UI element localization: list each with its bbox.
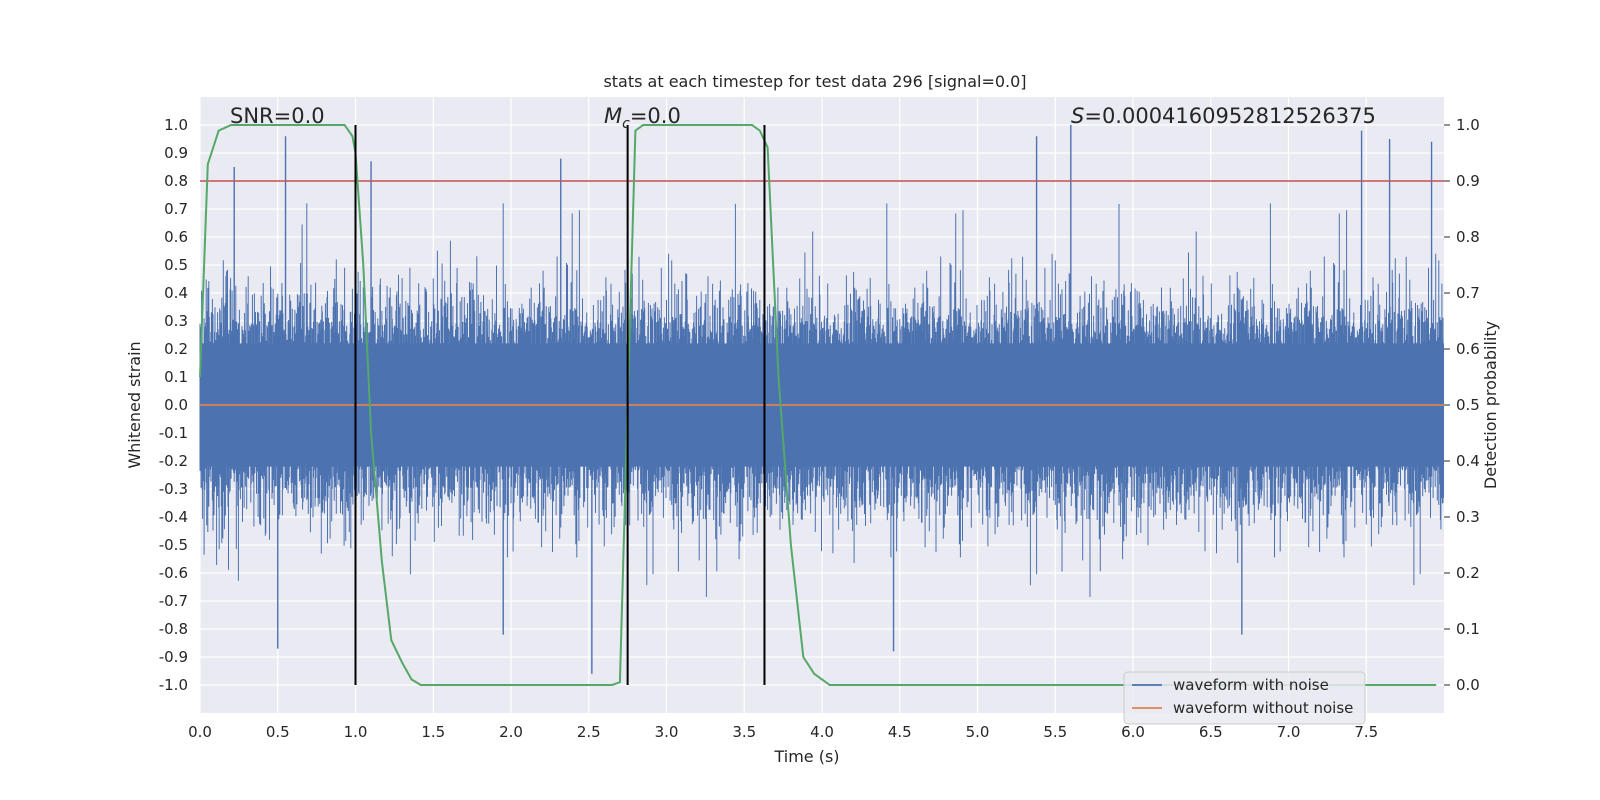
x-tick-label: 5.5: [1043, 723, 1067, 741]
y-left-tick-label: 0.3: [164, 312, 188, 330]
y-right-tick-label: 0.8: [1456, 228, 1480, 246]
y-left-tick-label: -0.1: [159, 424, 188, 442]
x-tick-label: 2.5: [577, 723, 601, 741]
y-left-tick-label: -1.0: [159, 676, 188, 694]
y-right-tick-label: 0.4: [1456, 452, 1480, 470]
y-left-tick-label: -0.8: [159, 620, 188, 638]
y-right-tick-label: 0.5: [1456, 396, 1480, 414]
s-value: =0.00041609528125263​75: [1084, 104, 1376, 128]
chart-title: stats at each timestep for test data 296…: [603, 72, 1026, 91]
x-tick-label: 0.5: [266, 723, 290, 741]
y-right-tick-label: 0.0: [1456, 676, 1480, 694]
x-tick-label: 0.0: [188, 723, 212, 741]
y-left-tick-label: 0.1: [164, 368, 188, 386]
chart-figure: 0.0 0.5 1.0 1.5 2.0 2.5 3.0 3.5 4.0 4.5 5.0 5.5 6.0 6…: [0, 0, 1600, 800]
mc-symbol: M: [604, 104, 622, 128]
x-axis-label: Time (s): [773, 747, 839, 766]
y-left-tick-label: -0.6: [159, 564, 188, 582]
s-symbol: S: [1071, 104, 1084, 128]
y-left-tick-label: 0.6: [164, 228, 188, 246]
y-left-tick-label: 1.0: [164, 116, 188, 134]
x-tick-label: 4.5: [888, 723, 912, 741]
y-left-tick-label: 0.8: [164, 172, 188, 190]
y-left-tick-label: 0.7: [164, 200, 188, 218]
y-left-tick-label: -0.9: [159, 648, 188, 666]
y-left-tick-label: -0.5: [159, 536, 188, 554]
y-right-tick-label: 0.2: [1456, 564, 1480, 582]
y-axis-right-ticks: 1.0 0.9 0.8 0.7 0.6 0.5 0.4 0.3 0.2 0.1 0.0: [1444, 116, 1480, 694]
legend-label-noise: waveform with noise: [1173, 676, 1329, 694]
mc-value: =0.0: [630, 104, 681, 128]
y-left-tick-label: -0.2: [159, 452, 188, 470]
y-right-tick-label: 0.9: [1456, 172, 1480, 190]
y-right-tick-label: 0.3: [1456, 508, 1480, 526]
y-left-tick-label: -0.7: [159, 592, 188, 610]
x-tick-label: 5.0: [966, 723, 990, 741]
x-tick-label: 6.0: [1121, 723, 1145, 741]
x-tick-label: 7.5: [1354, 723, 1378, 741]
y-left-tick-label: 0.2: [164, 340, 188, 358]
x-axis-ticks: 0.0 0.5 1.0 1.5 2.0 2.5 3.0 3.5 4.0 4.5 5.0 5.5 6.0 6…: [188, 723, 1378, 741]
x-tick-label: 7.0: [1277, 723, 1301, 741]
x-tick-label: 6.5: [1199, 723, 1223, 741]
legend: waveform with noise waveform without noi…: [1124, 672, 1365, 724]
y-left-tick-label: 0.4: [164, 284, 188, 302]
y-left-tick-label: -0.4: [159, 508, 188, 526]
x-tick-label: 1.0: [344, 723, 368, 741]
y-right-tick-label: 0.1: [1456, 620, 1480, 638]
mc-annotation: Mc=0.0: [604, 104, 681, 132]
x-tick-label: 4.0: [810, 723, 834, 741]
y-right-tick-label: 1.0: [1456, 116, 1480, 134]
x-tick-label: 2.0: [499, 723, 523, 741]
x-tick-label: 3.0: [655, 723, 679, 741]
y-left-tick-label: 0.0: [164, 396, 188, 414]
s-annotation: S=0.00041609528125263​75: [1071, 104, 1376, 128]
y-left-tick-label: -0.3: [159, 480, 188, 498]
y-left-tick-label: 0.5: [164, 256, 188, 274]
y-axis-left-ticks: 1.0 0.9 0.8 0.7 0.6 0.5 0.4 0.3 0.2 0.1 0.0 -0.1 -0.…: [159, 116, 188, 694]
y-axis-left-label: Whitened strain: [125, 341, 144, 468]
legend-label-clean: waveform without noise: [1173, 699, 1353, 717]
y-right-tick-label: 0.6: [1456, 340, 1480, 358]
y-axis-right-label: Detection probability: [1481, 321, 1500, 489]
snr-annotation: SNR=0.0: [230, 104, 325, 128]
x-tick-label: 1.5: [421, 723, 445, 741]
y-left-tick-label: 0.9: [164, 144, 188, 162]
y-right-tick-label: 0.7: [1456, 284, 1480, 302]
x-tick-label: 3.5: [732, 723, 756, 741]
